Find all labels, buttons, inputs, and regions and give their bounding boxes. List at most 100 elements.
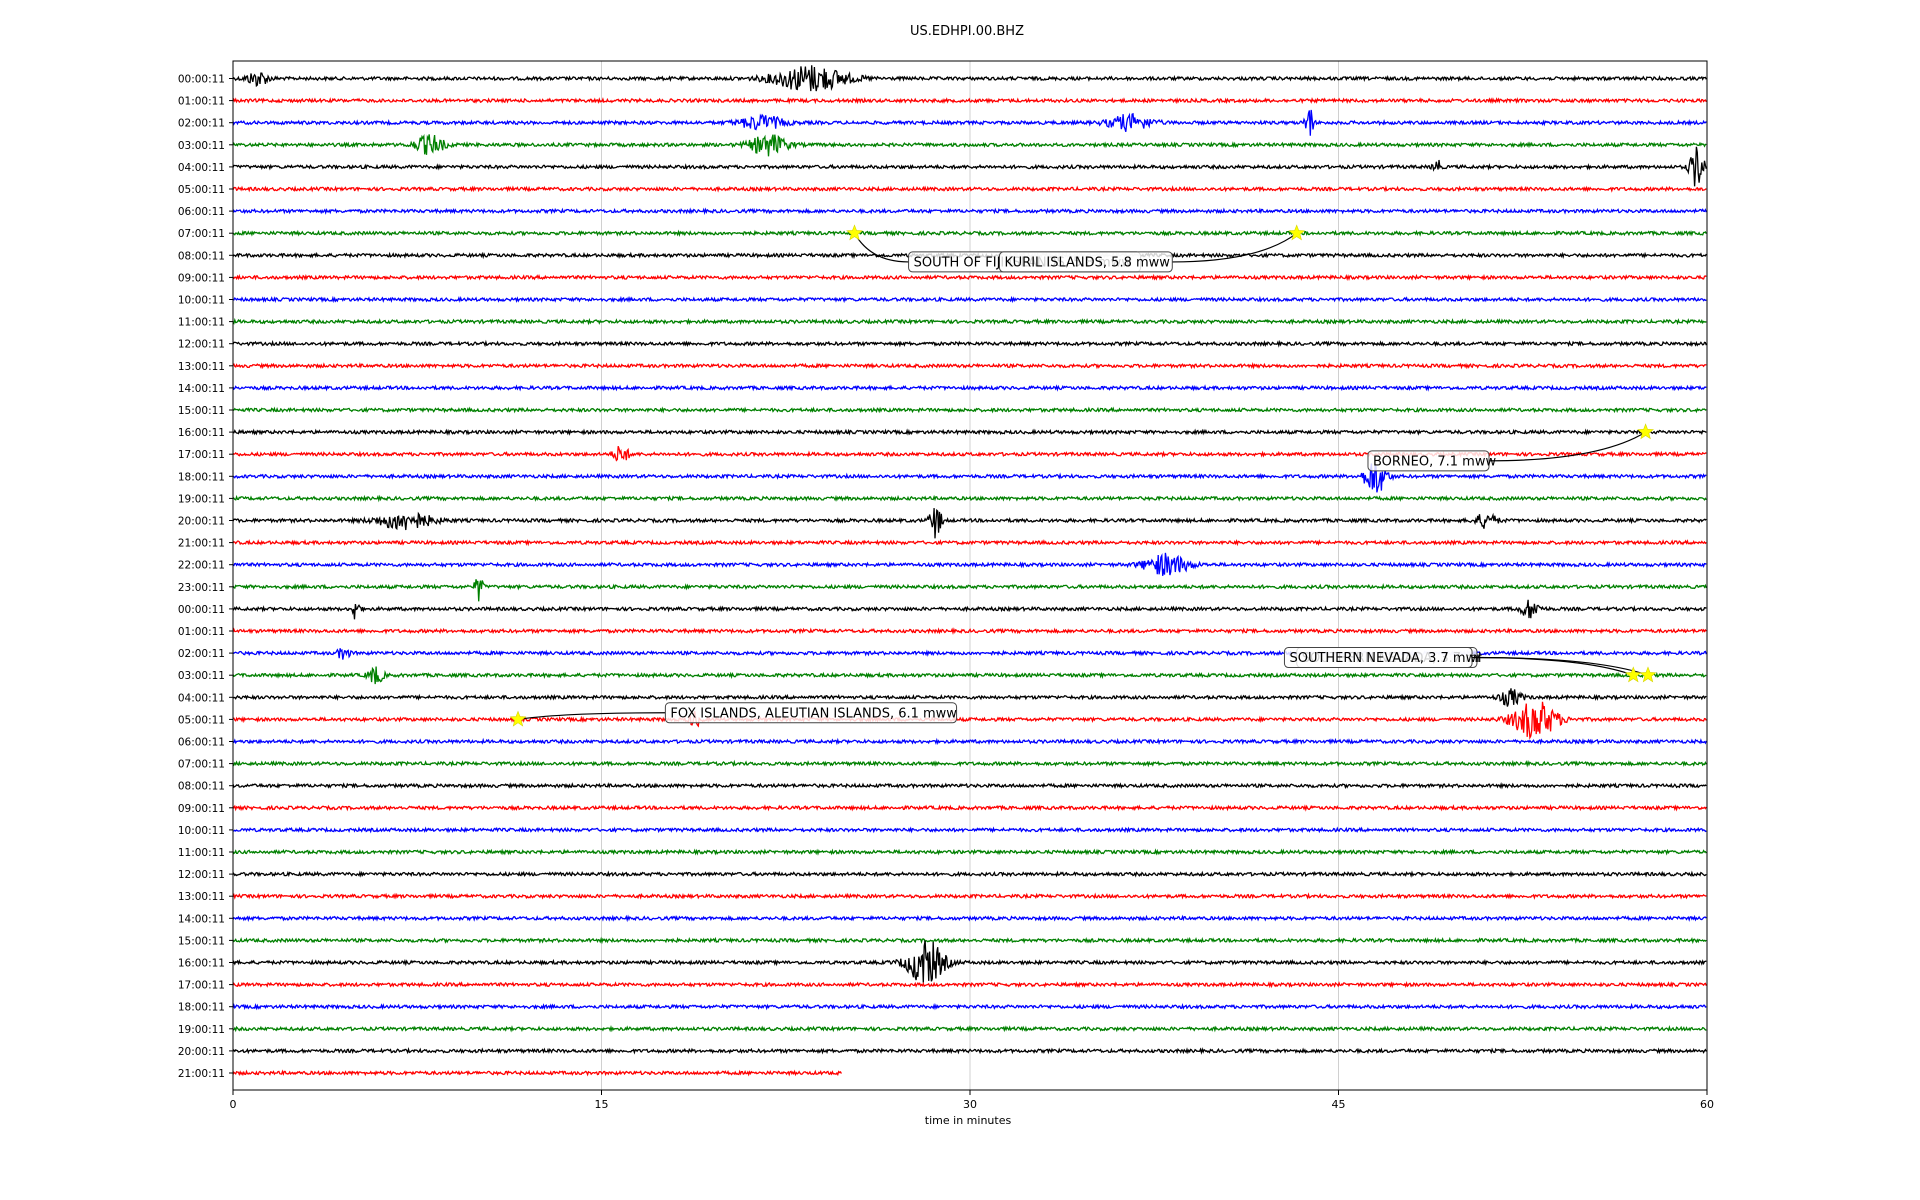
- trace-row: [232, 759, 1707, 768]
- row-time-label: 13:00:11: [178, 361, 225, 373]
- row-time-label: 04:00:11: [178, 692, 225, 704]
- row-time-label: 17:00:11: [178, 449, 225, 461]
- trace-row: [232, 781, 1707, 790]
- event-annotation: FOX ISLANDS, ALEUTIAN ISLANDS, 6.1 mww: [509, 702, 958, 727]
- row-time-label: 01:00:11: [178, 96, 225, 108]
- row-time-label: 04:00:11: [178, 162, 225, 174]
- row-time-label: 17:00:11: [178, 980, 225, 992]
- row-time-label: 14:00:11: [178, 383, 225, 395]
- event-annotations: SOUTH OF FIJI ISLANDS, 5.8 mwwKURIL ISLA…: [509, 224, 1657, 727]
- annotation-connector: [1488, 431, 1646, 462]
- trace-row: [233, 428, 1707, 436]
- row-time-label: 16:00:11: [178, 427, 225, 439]
- seismic-traces: [232, 65, 1707, 1077]
- row-time-label: 18:00:11: [178, 1002, 225, 1014]
- row-time-label: 20:00:11: [178, 516, 225, 528]
- trace-row: [232, 892, 1707, 900]
- row-time-label: 07:00:11: [178, 228, 225, 240]
- x-axis-label: time in minutes: [925, 1114, 1012, 1127]
- trace-row: [232, 848, 1707, 856]
- trace-row: [232, 1002, 1707, 1011]
- trace-row: [232, 362, 1707, 370]
- annotation-box: [1283, 647, 1473, 669]
- trace-row: [232, 579, 1707, 602]
- trace-row: [232, 229, 1707, 238]
- row-time-label: 00:00:11: [178, 74, 225, 86]
- annotation-box: [998, 251, 1173, 273]
- trace-row: [232, 317, 1707, 326]
- trace-row: [232, 980, 1707, 989]
- row-time-labels: 00:00:11 01:00:11 02:00:11 03:00:11 04:00:11…: [178, 74, 233, 1080]
- row-time-label: 06:00:11: [178, 206, 225, 218]
- annotation-box: [1367, 450, 1490, 472]
- row-time-label: 14:00:11: [178, 913, 225, 925]
- row-time-label: 02:00:11: [178, 118, 225, 130]
- row-time-label: 09:00:11: [178, 803, 225, 815]
- event-label: FOX ISLANDS, ALEUTIAN ISLANDS, 6.1 mww: [670, 706, 957, 721]
- row-time-label: 05:00:11: [178, 184, 225, 196]
- trace-row: [232, 339, 1707, 348]
- row-time-label: 03:00:11: [178, 140, 225, 152]
- trace-row: [232, 406, 1707, 414]
- row-time-label: 07:00:11: [178, 759, 225, 771]
- row-time-label: 09:00:11: [178, 272, 225, 284]
- row-time-label: 22:00:11: [178, 560, 225, 572]
- row-time-label: 12:00:11: [178, 339, 225, 351]
- row-time-label: 15:00:11: [178, 405, 225, 417]
- trace-row: [232, 1046, 1707, 1055]
- trace-row: [232, 384, 1707, 392]
- x-tick-label: 0: [230, 1098, 237, 1111]
- row-time-label: 11:00:11: [178, 847, 225, 859]
- row-time-label: 02:00:11: [178, 648, 225, 660]
- trace-row: [233, 701, 1707, 740]
- x-axis-ticks: 0 15 30 45 60: [230, 1090, 1714, 1111]
- trace-row: [232, 826, 1707, 834]
- trace-row: [232, 295, 1707, 304]
- row-time-label: 16:00:11: [178, 958, 225, 970]
- x-tick-label: 45: [1332, 1098, 1346, 1111]
- trace-row: [232, 1069, 842, 1077]
- event-star-marker: [1637, 423, 1654, 440]
- trace-row: [232, 552, 1707, 576]
- row-time-label: 20:00:11: [178, 1046, 225, 1058]
- annotation-connector: [517, 712, 666, 720]
- event-star-marker: [509, 710, 527, 727]
- x-tick-label: 30: [963, 1098, 977, 1111]
- trace-row: [232, 1024, 1707, 1033]
- row-time-label: 23:00:11: [178, 582, 225, 594]
- trace-row: [232, 737, 1707, 746]
- trace-row: [232, 599, 1707, 620]
- trace-row: [232, 109, 1707, 136]
- event-annotation: SOUTHERN NEVADA, 3.7 mwr: [1283, 647, 1642, 683]
- event-star-marker: [846, 224, 863, 241]
- trace-row: [232, 914, 1707, 923]
- event-label: KURIL ISLANDS, 5.8 mww: [1004, 255, 1170, 270]
- annotation-box: [664, 702, 958, 724]
- trace-row: [232, 273, 1707, 282]
- row-time-label: 19:00:11: [178, 493, 225, 505]
- trace-row: [232, 96, 1707, 105]
- trace-row: [232, 940, 1707, 983]
- trace-row: [232, 627, 1707, 636]
- row-time-label: 08:00:11: [178, 781, 225, 793]
- trace-row: [232, 508, 1707, 539]
- event-annotation: KURIL ISLANDS, 5.8 mww: [998, 224, 1306, 273]
- trace-row: [232, 936, 1707, 945]
- row-time-label: 12:00:11: [178, 869, 225, 881]
- row-time-label: 21:00:11: [178, 1068, 225, 1080]
- row-time-label: 21:00:11: [178, 538, 225, 550]
- trace-row: [232, 65, 1707, 92]
- row-time-label: 03:00:11: [178, 670, 225, 682]
- row-time-label: 19:00:11: [178, 1024, 225, 1036]
- trace-row: [232, 494, 1707, 503]
- event-annotation: BORNEO, 7.1 mww: [1367, 423, 1654, 472]
- trace-row: [232, 666, 1707, 685]
- event-star-marker: [1288, 224, 1306, 241]
- row-time-label: 10:00:11: [178, 295, 225, 307]
- annotation-connector: [1472, 656, 1634, 676]
- trace-row: [232, 804, 1707, 812]
- x-tick-label: 60: [1700, 1098, 1714, 1111]
- row-time-label: 08:00:11: [178, 250, 225, 262]
